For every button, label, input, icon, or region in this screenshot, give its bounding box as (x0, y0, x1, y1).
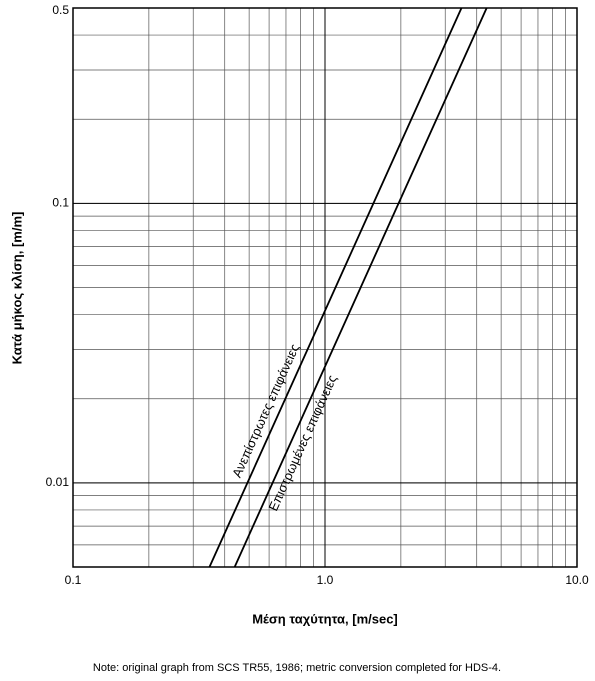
series-line (233, 7, 488, 568)
series-line (208, 7, 463, 568)
x-tick-label: 0.1 (65, 573, 82, 587)
x-tick-label: 10.0 (565, 573, 589, 587)
y-axis-label: Κατά μήκος κλίση, [m/m] (9, 212, 24, 365)
x-tick-label: 1.0 (317, 573, 334, 587)
y-tick-label: 0.01 (46, 475, 70, 489)
y-tick-label: 0.5 (52, 3, 69, 17)
y-tick-label: 0.1 (52, 196, 69, 210)
plot-frame (72, 7, 578, 568)
note: Note: original graph from SCS TR55, 1986… (93, 662, 501, 674)
x-axis-label: Μέση ταχύτητα, [m/sec] (252, 611, 398, 626)
